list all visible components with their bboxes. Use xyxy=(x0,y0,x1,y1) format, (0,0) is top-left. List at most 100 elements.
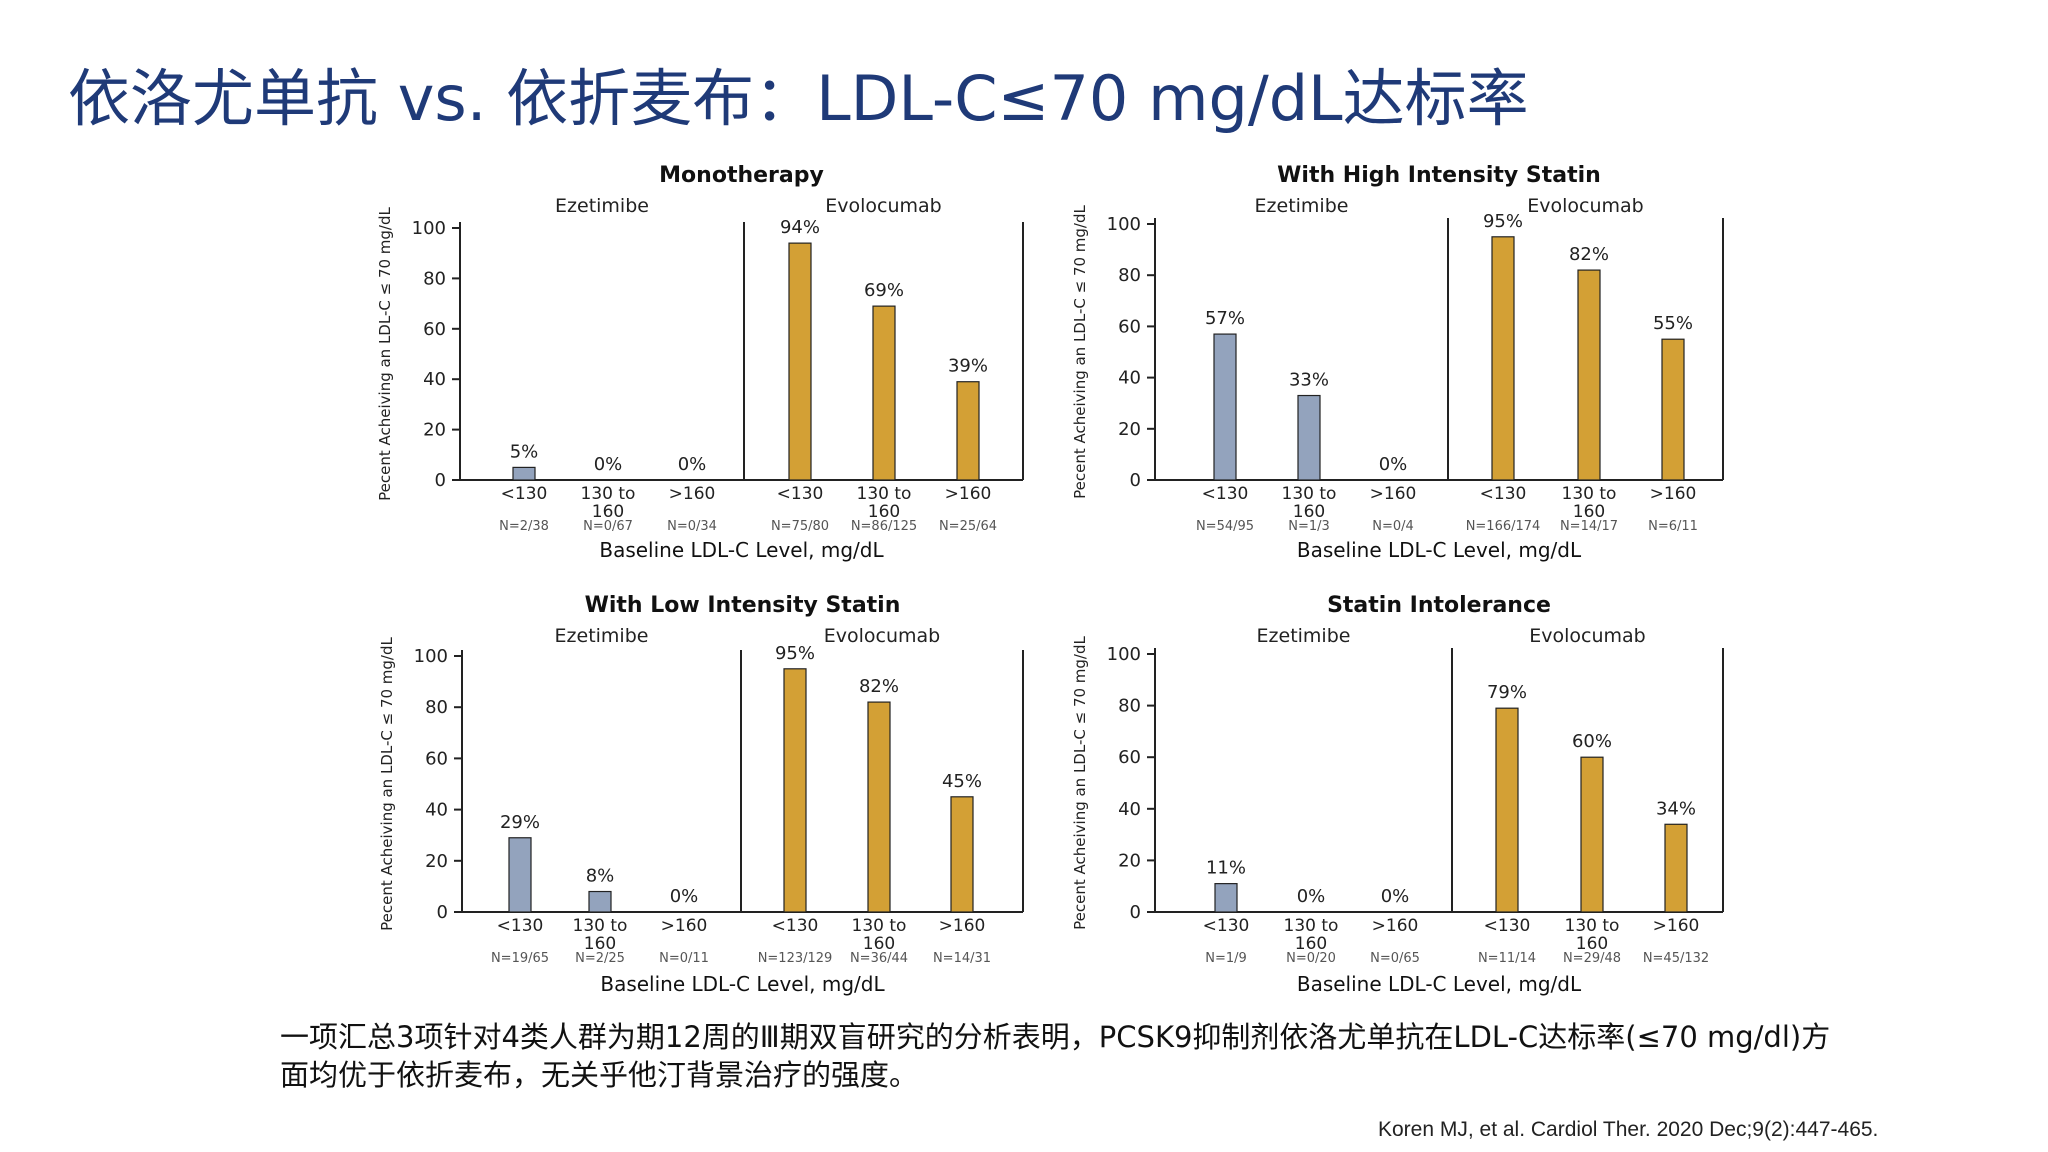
y-tick-label: 60 xyxy=(425,748,448,769)
x-tick-label: 130 to xyxy=(581,484,636,504)
n-label: N=1/9 xyxy=(1205,951,1247,966)
charts-figure: Monotherapy Ezetimibe Evolocumab 0 20 40 60 80 1… xyxy=(376,163,1724,996)
data-label: 29% xyxy=(500,812,540,833)
bar-evolocumab xyxy=(1661,338,1685,481)
summary-line-1: 一项汇总3项针对4类人群为期12周的Ⅲ期双盲研究的分析表明，PCSK9抑制剂依洛… xyxy=(280,1020,1831,1054)
chart-title: Statin Intolerance xyxy=(1327,593,1551,618)
data-label: 0% xyxy=(1297,886,1326,907)
n-label: N=2/25 xyxy=(575,951,625,966)
y-tick-label: 80 xyxy=(425,697,448,718)
x-tick-label: 160 xyxy=(1295,934,1327,954)
x-tick-label: <130 xyxy=(777,484,824,504)
x-tick-label: 160 xyxy=(584,934,616,954)
n-label: N=54/95 xyxy=(1196,519,1254,534)
group-label-evolocumab: Evolocumab xyxy=(824,625,940,647)
n-label: N=14/31 xyxy=(933,951,991,966)
summary-line-2: 面均优于依折麦布，无关乎他汀背景治疗的强度。 xyxy=(280,1058,919,1092)
n-label: N=1/3 xyxy=(1288,519,1330,534)
data-label: 94% xyxy=(780,217,820,238)
data-label: 69% xyxy=(864,280,904,301)
n-label: N=0/11 xyxy=(659,951,709,966)
y-tick-label: 20 xyxy=(423,420,446,441)
x-tick-label: 160 xyxy=(1576,934,1608,954)
bar-evolocumab xyxy=(1577,269,1601,481)
bar-evolocumab xyxy=(1664,823,1688,913)
x-tick-label: <130 xyxy=(1203,916,1250,936)
y-axis-title: Pecent Acheiving an LDL-C ≤ 70 mg/dL xyxy=(376,206,394,500)
n-label: N=14/17 xyxy=(1560,519,1618,534)
data-label: 33% xyxy=(1289,370,1329,391)
x-tick-label: >160 xyxy=(1653,916,1700,936)
data-label: 0% xyxy=(1379,454,1408,475)
group-label-evolocumab: Evolocumab xyxy=(825,195,941,217)
data-label: 8% xyxy=(586,866,615,887)
x-axis-title: Baseline LDL-C Level, mg/dL xyxy=(1297,972,1582,996)
y-tick-label: 0 xyxy=(1130,470,1141,491)
data-label: 95% xyxy=(1483,211,1523,232)
y-axis-title: Pecent Acheiving an LDL-C ≤ 70 mg/dL xyxy=(378,636,396,930)
y-tick-label: 0 xyxy=(1130,902,1141,923)
bar-ezetimibe xyxy=(508,837,532,913)
x-tick-label: 130 to xyxy=(1562,484,1617,504)
bar-evolocumab xyxy=(1580,756,1604,913)
group-label-evolocumab: Evolocumab xyxy=(1527,195,1643,217)
n-label: N=0/65 xyxy=(1370,951,1420,966)
data-label: 0% xyxy=(670,886,699,907)
data-label: 39% xyxy=(948,356,988,377)
x-tick-label: 130 to xyxy=(852,916,907,936)
x-tick-label: >160 xyxy=(669,484,716,504)
bar-ezetimibe xyxy=(588,890,612,913)
data-label: 0% xyxy=(594,454,623,475)
group-label-ezetimibe: Ezetimibe xyxy=(1257,625,1351,647)
n-label: N=11/14 xyxy=(1478,951,1536,966)
bar-evolocumab xyxy=(867,701,891,913)
bar-ezetimibe xyxy=(1213,333,1237,481)
y-tick-label: 80 xyxy=(1118,265,1141,286)
bar-ezetimibe xyxy=(1297,394,1321,481)
data-label: 60% xyxy=(1572,731,1612,752)
chart-title: With High Intensity Statin xyxy=(1277,163,1601,188)
x-tick-label: <130 xyxy=(772,916,819,936)
x-tick-label: 130 to xyxy=(1565,916,1620,936)
x-tick-label: <130 xyxy=(1480,484,1527,504)
y-tick-label: 40 xyxy=(1118,368,1141,389)
x-tick-label: 160 xyxy=(592,502,624,522)
x-tick-label: >160 xyxy=(1370,484,1417,504)
y-tick-label: 20 xyxy=(1118,850,1141,871)
x-tick-label: >160 xyxy=(939,916,986,936)
data-label: 82% xyxy=(1569,244,1609,265)
n-label: N=0/34 xyxy=(667,519,717,534)
x-axis-title: Baseline LDL-C Level, mg/dL xyxy=(600,972,885,996)
y-tick-label: 40 xyxy=(423,369,446,390)
x-tick-label: <130 xyxy=(501,484,548,504)
y-tick-label: 0 xyxy=(437,902,448,923)
n-label: N=123/129 xyxy=(758,951,833,966)
y-tick-label: 60 xyxy=(1118,316,1141,337)
chart-title: Monotherapy xyxy=(659,163,824,188)
data-label: 34% xyxy=(1656,798,1696,819)
y-tick-label: 40 xyxy=(1118,799,1141,820)
y-axis-title: Pecent Acheiving an LDL-C ≤ 70 mg/dL xyxy=(1071,204,1089,498)
y-tick-label: 80 xyxy=(1118,696,1141,717)
n-label: N=45/132 xyxy=(1643,951,1709,966)
n-label: N=75/80 xyxy=(771,519,829,534)
y-tick-label: 100 xyxy=(1107,644,1141,665)
y-tick-label: 60 xyxy=(423,319,446,340)
n-label: N=6/11 xyxy=(1648,519,1698,534)
x-axis-title: Baseline LDL-C Level, mg/dL xyxy=(599,538,884,562)
data-label: 11% xyxy=(1206,858,1246,879)
x-tick-label: <130 xyxy=(1202,484,1249,504)
data-label: 45% xyxy=(942,771,982,792)
bar-ezetimibe xyxy=(512,466,536,481)
x-tick-label: 130 to xyxy=(1284,916,1339,936)
group-label-ezetimibe: Ezetimibe xyxy=(555,195,649,217)
bar-evolocumab xyxy=(783,668,807,913)
n-label: N=86/125 xyxy=(851,519,917,534)
x-tick-label: 130 to xyxy=(857,484,912,504)
group-label-evolocumab: Evolocumab xyxy=(1529,625,1645,647)
bar-evolocumab xyxy=(950,796,974,913)
x-tick-label: 160 xyxy=(1293,502,1325,522)
x-tick-label: 160 xyxy=(1573,502,1605,522)
y-tick-label: 80 xyxy=(423,268,446,289)
data-label: 0% xyxy=(678,454,707,475)
